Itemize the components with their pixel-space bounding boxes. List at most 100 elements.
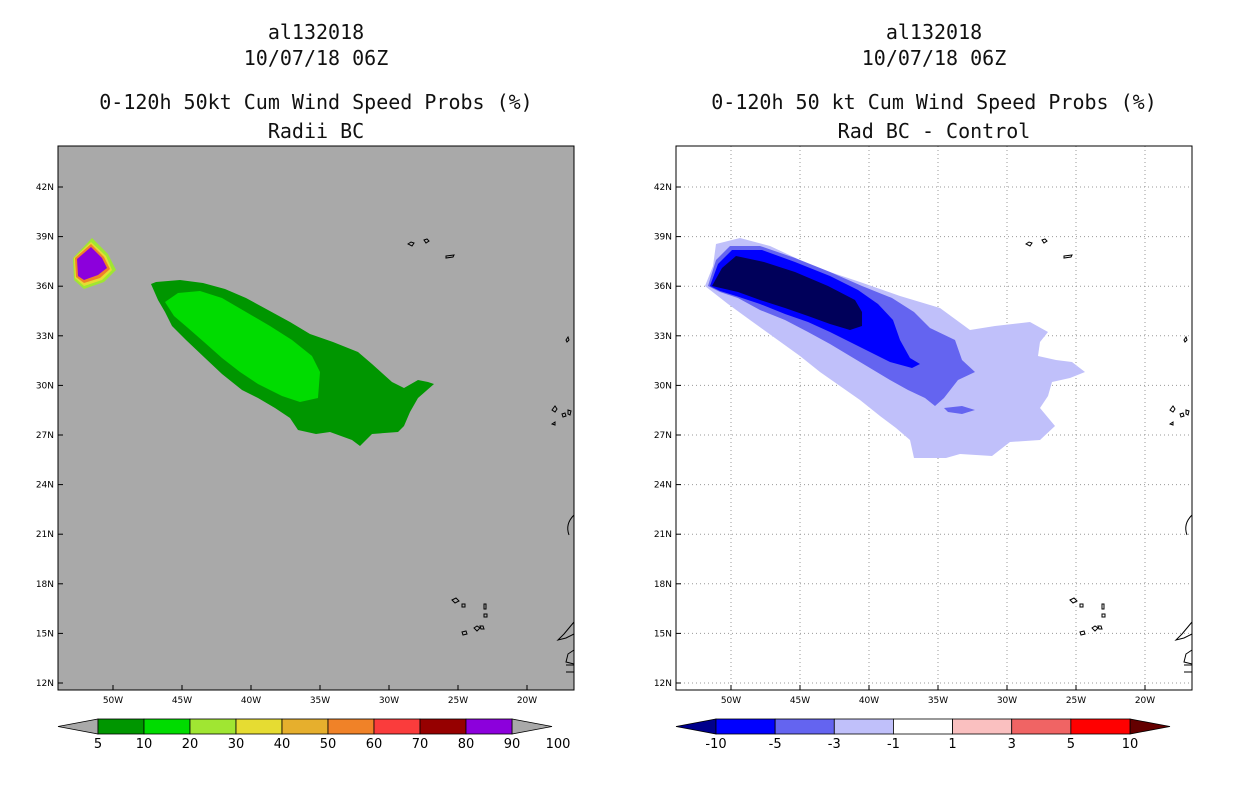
island-outline bbox=[461, 603, 466, 608]
colorbar-segment bbox=[465, 718, 513, 735]
island-outline bbox=[445, 254, 455, 259]
lat-tick-label: 15N bbox=[654, 629, 672, 639]
lat-tick-label: 18N bbox=[654, 580, 672, 590]
colorbar-segment bbox=[1070, 718, 1131, 735]
right-title-date: 10/07/18 06Z bbox=[861, 46, 1007, 70]
island-outline bbox=[1025, 241, 1033, 247]
colorbar-segment bbox=[281, 718, 329, 735]
lon-tick-label: 45W bbox=[790, 696, 810, 706]
lat-tick-label: 21N bbox=[36, 530, 54, 540]
left-title-main: 0-120h 50kt Cum Wind Speed Probs (%) bbox=[99, 90, 533, 114]
right-title-storm: al132018 bbox=[885, 20, 983, 44]
lon-tick-label: 20W bbox=[517, 696, 537, 706]
lon-tick-label: 50W bbox=[721, 696, 741, 706]
left-map-panel: 42N 39N 36N 33N 30N 27N 24N 21N 18N 15N 12N 50W 45W 4… bbox=[36, 145, 575, 706]
left-map-frame bbox=[57, 145, 575, 691]
island-outline bbox=[565, 335, 570, 343]
lat-tick-label: 12N bbox=[654, 679, 672, 689]
lat-tick-label: 33N bbox=[654, 332, 672, 342]
lat-tick-label: 42N bbox=[654, 183, 672, 193]
colorbar-segment bbox=[235, 718, 283, 735]
right-axis-ticks: 42N 39N 36N 33N 30N 27N 24N 21N 18N 15N 12N 50W 45W 4… bbox=[654, 183, 1155, 706]
island-outline bbox=[566, 664, 574, 673]
lon-tick-label: 40W bbox=[859, 696, 879, 706]
left-colorbar: 5 10 20 30 40 50 60 70 80 90 100 bbox=[57, 718, 571, 752]
colorbar-label: 3 bbox=[1008, 737, 1016, 752]
lon-tick-label: 25W bbox=[1066, 696, 1086, 706]
lon-tick-label: 40W bbox=[241, 696, 261, 706]
island-outline bbox=[473, 625, 481, 632]
colorbar-label: 70 bbox=[412, 737, 429, 752]
colorbar-label: 10 bbox=[136, 737, 153, 752]
island-outline bbox=[565, 649, 575, 665]
lat-tick-label: 33N bbox=[36, 332, 54, 342]
island-outline bbox=[1184, 664, 1192, 673]
colorbar-segment bbox=[419, 718, 467, 735]
lon-tick-label: 30W bbox=[379, 696, 399, 706]
island-outline bbox=[1179, 412, 1185, 418]
lat-tick-label: 15N bbox=[36, 629, 54, 639]
island-outline bbox=[451, 597, 460, 604]
lon-tick-label: 25W bbox=[448, 696, 468, 706]
left-coastline-outlines bbox=[407, 238, 575, 673]
lat-tick-label: 27N bbox=[654, 431, 672, 441]
island-outline bbox=[1063, 254, 1073, 259]
colorbar-label: 50 bbox=[320, 737, 337, 752]
island-outline bbox=[1185, 409, 1190, 416]
colorbar-segment bbox=[327, 718, 375, 735]
right-difference-field bbox=[705, 238, 1085, 458]
colorbar-segment bbox=[833, 718, 894, 735]
island-outline bbox=[423, 238, 430, 244]
colorbar-label: 80 bbox=[458, 737, 475, 752]
island-outline bbox=[1069, 597, 1078, 604]
colorbar-label: 10 bbox=[1122, 737, 1139, 752]
lat-tick-label: 18N bbox=[36, 580, 54, 590]
colorbar-high-end-triangle bbox=[511, 718, 553, 735]
colorbar-label: 5 bbox=[1067, 737, 1075, 752]
island-outline bbox=[1169, 405, 1176, 413]
lat-tick-label: 24N bbox=[654, 481, 672, 491]
colorbar-low-end-triangle bbox=[57, 718, 99, 735]
island-outline bbox=[1174, 621, 1193, 641]
island-outline bbox=[1101, 613, 1106, 618]
lon-tick-label: 20W bbox=[1135, 696, 1155, 706]
island-outline bbox=[1091, 625, 1099, 632]
island-outline bbox=[561, 412, 567, 418]
left-title-sub: Radii BC bbox=[267, 119, 365, 143]
island-outline bbox=[483, 603, 487, 610]
island-outline bbox=[1097, 625, 1103, 630]
diff-below-minus10-region bbox=[712, 256, 862, 330]
lon-tick-label: 30W bbox=[997, 696, 1017, 706]
island-outline bbox=[1168, 421, 1174, 426]
colorbar-segment bbox=[97, 718, 145, 735]
right-title-main: 0-120h 50 kt Cum Wind Speed Probs (%) bbox=[711, 90, 1157, 114]
lat-tick-label: 42N bbox=[36, 183, 54, 193]
prob-100-region bbox=[77, 247, 107, 280]
colorbar-segment bbox=[373, 718, 421, 735]
colorbar-label: 30 bbox=[228, 737, 245, 752]
lat-tick-label: 30N bbox=[36, 381, 54, 391]
island-outline bbox=[551, 405, 558, 413]
colorbar-label: 100 bbox=[546, 737, 571, 752]
island-outline bbox=[483, 613, 488, 618]
colorbar-label: 5 bbox=[94, 737, 102, 752]
island-outline bbox=[407, 241, 415, 247]
lat-tick-label: 36N bbox=[654, 282, 672, 292]
colorbar-label: 90 bbox=[504, 737, 521, 752]
diff-minus3-to-minus5-region bbox=[944, 406, 975, 414]
colorbar-segment bbox=[774, 718, 835, 735]
island-outline bbox=[1041, 238, 1048, 244]
lat-tick-label: 36N bbox=[36, 282, 54, 292]
island-outline bbox=[1101, 603, 1105, 610]
island-outline bbox=[479, 625, 485, 630]
colorbar-segment bbox=[143, 718, 191, 735]
colorbar-label: 40 bbox=[274, 737, 291, 752]
colorbar-label: -5 bbox=[769, 737, 782, 752]
left-probability-field bbox=[73, 238, 434, 446]
right-map-frame bbox=[675, 145, 1193, 691]
island-outline bbox=[550, 421, 556, 426]
lon-tick-label: 35W bbox=[310, 696, 330, 706]
island-outline bbox=[1183, 649, 1193, 665]
island-outline bbox=[461, 630, 468, 636]
